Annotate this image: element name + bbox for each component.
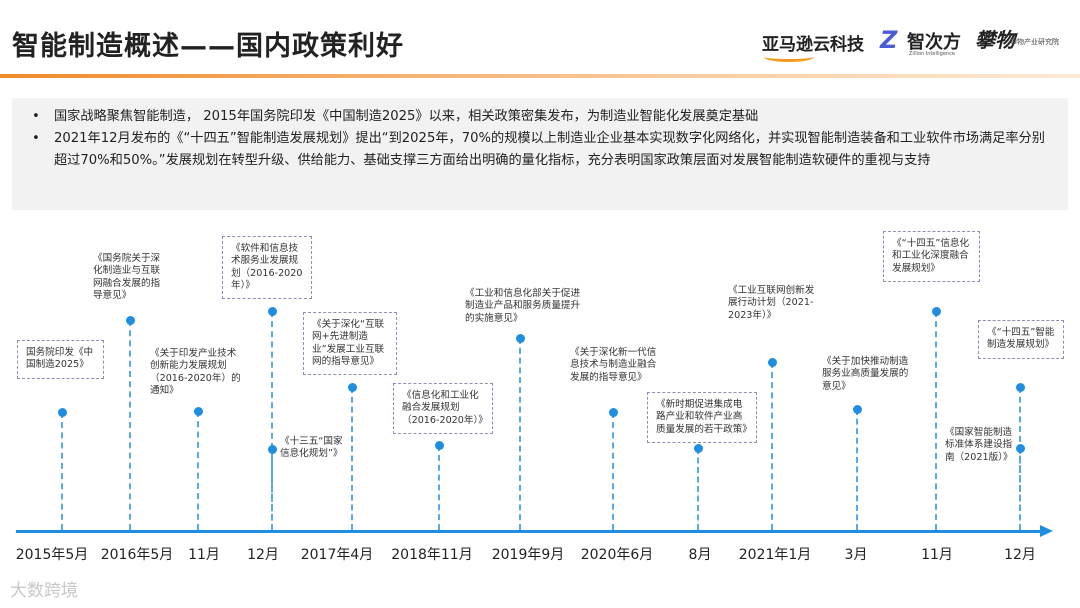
policy-event: 《“十四五”智能制造发展规划》	[978, 320, 1064, 359]
zhicifang-subtitle: Zillion Intelligence	[909, 51, 955, 57]
policy-event: 《关于印发产业技术创新能力发展规划（2016-2020年）的通知》	[150, 348, 241, 396]
policy-event: 《“十四五”信息化和工业化深度融合发展规划》	[883, 231, 980, 282]
timeline-dot	[693, 443, 703, 453]
zhicifang-logo: 智次方	[907, 32, 961, 53]
timeline-dot	[57, 407, 67, 417]
timeline-date-label: 12月	[1004, 547, 1036, 563]
timeline-dot	[125, 315, 135, 325]
policy-event: 《关于深化“互联网+先进制造业”发展工业互联网的指导意见》	[303, 312, 397, 376]
timeline-date-label: 12月	[247, 547, 279, 563]
policy-event: 《工业和信息化部关于促进制造业产品和服务质量提升的实施意见》	[465, 288, 581, 324]
timeline-dot	[434, 440, 444, 450]
timeline-connector	[856, 409, 858, 530]
timeline-date-label: 8月	[688, 547, 712, 563]
policy-event: 《关于加快推动制造服务业高质量发展的意见》	[822, 356, 909, 392]
timeline-date-label: 2017年4月	[300, 547, 374, 563]
timeline-date-label: 11月	[921, 547, 953, 563]
timeline-connector	[271, 449, 273, 530]
summary-bullet: 国家战略聚焦智能制造， 2015年国务院印发《中国制造2025》以来，相关政策密…	[26, 106, 1054, 128]
timeline-dot	[193, 406, 203, 416]
policy-event: 《软件和信息技术服务业发展规划（2016-2020年）》	[222, 236, 312, 300]
timeline-connector	[438, 445, 440, 530]
timeline-date-label: 2019年9月	[491, 547, 565, 563]
timeline-dot	[1015, 382, 1025, 392]
timeline-connector	[129, 320, 131, 530]
panwu-logo-mark: 攀物	[975, 28, 1015, 52]
summary-box: 国家战略聚焦智能制造， 2015年国务院印发《中国制造2025》以来，相关政策密…	[12, 98, 1068, 210]
timeline-dot	[767, 357, 777, 367]
arrow-right-icon	[1040, 525, 1053, 537]
panwu-logo: 攀物产业研究院	[1010, 38, 1059, 46]
timeline-dot	[608, 407, 618, 417]
aws-logo: 亚马逊云科技	[762, 35, 864, 55]
policy-event: 《信息化和工业化融合发展规划（2016-2020年）》	[393, 383, 493, 434]
timeline-dot	[1015, 443, 1025, 453]
timeline-connector	[519, 338, 521, 530]
timeline-connector	[351, 387, 353, 530]
timeline-dot	[267, 306, 277, 316]
zhicifang-z-icon: Z	[880, 26, 898, 54]
policy-event: 国务院印发《中国制造2025》	[17, 340, 104, 379]
timeline-date-label: 11月	[188, 547, 220, 563]
aws-smile-icon	[764, 52, 814, 62]
timeline-connector	[612, 412, 614, 530]
timeline-date-label: 2018年11月	[391, 547, 473, 563]
timeline-date-label: 2020年6月	[580, 547, 654, 563]
timeline-connector	[271, 311, 273, 530]
timeline-date-label: 2016年5月	[100, 547, 174, 563]
timeline-dot	[931, 306, 941, 316]
summary-bullet: 2021年12月发布的《“十四五”智能制造发展规划》提出“到2025年，70%的…	[26, 128, 1054, 172]
policy-event: 《关于深化新一代信息技术与制造业融合发展的指导意见》	[570, 347, 657, 383]
timeline-connector	[935, 311, 937, 530]
policy-event: 《新时期促进集成电路产业和软件产业高质量发展的若干政策》	[647, 392, 757, 443]
timeline-date-label: 2015年5月	[15, 547, 89, 563]
timeline-connector	[61, 412, 63, 530]
watermark: 大数跨境	[10, 581, 78, 601]
policy-event: 《十三五“国家信息化规划”》	[280, 436, 343, 460]
policy-event: 《工业互联网创新发展行动计划（2021-2023年）》	[728, 285, 815, 321]
timeline-connector	[197, 411, 199, 530]
timeline-dot	[347, 382, 357, 392]
page-title: 智能制造概述——国内政策利好	[12, 31, 404, 62]
timeline-connector	[771, 362, 773, 530]
policy-event: 《国务院关于深化制造业与互联网融合发展的指导意见》	[93, 253, 161, 301]
timeline-dot	[267, 444, 277, 454]
timeline-connector	[697, 448, 699, 530]
timeline-date-label: 2021年1月	[738, 547, 812, 563]
header-divider	[0, 74, 1080, 78]
timeline-axis	[16, 530, 1044, 533]
timeline-dot	[515, 333, 525, 343]
timeline-connector	[1019, 448, 1021, 530]
policy-event: 《国家智能制造标准体系建设指南（2021版）》	[945, 427, 1013, 463]
timeline-date-label: 3月	[844, 547, 868, 563]
timeline-dot	[852, 404, 862, 414]
